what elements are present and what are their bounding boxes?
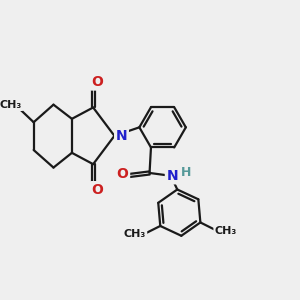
Text: O: O <box>92 75 103 89</box>
Text: CH₃: CH₃ <box>0 100 22 110</box>
Text: CH₃: CH₃ <box>215 226 237 236</box>
Text: N: N <box>116 129 127 143</box>
Text: H: H <box>181 167 192 179</box>
Text: O: O <box>92 183 103 197</box>
Text: CH₃: CH₃ <box>124 230 146 239</box>
Text: N: N <box>167 169 178 183</box>
Text: O: O <box>117 167 129 182</box>
